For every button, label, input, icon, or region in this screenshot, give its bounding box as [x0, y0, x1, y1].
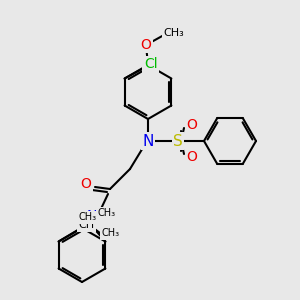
Text: N: N	[142, 134, 154, 148]
Text: CH₃: CH₃	[102, 229, 120, 238]
Text: O: O	[141, 38, 152, 52]
Text: S: S	[173, 134, 183, 148]
Text: CH₃: CH₃	[78, 212, 96, 223]
Text: NH: NH	[87, 209, 107, 223]
Text: O: O	[187, 118, 197, 132]
Text: CH: CH	[79, 220, 95, 230]
Text: Cl: Cl	[144, 58, 158, 71]
Text: O: O	[81, 177, 92, 191]
Text: O: O	[187, 150, 197, 164]
Text: CH₃: CH₃	[98, 208, 116, 218]
Text: CH₃: CH₃	[164, 28, 184, 38]
